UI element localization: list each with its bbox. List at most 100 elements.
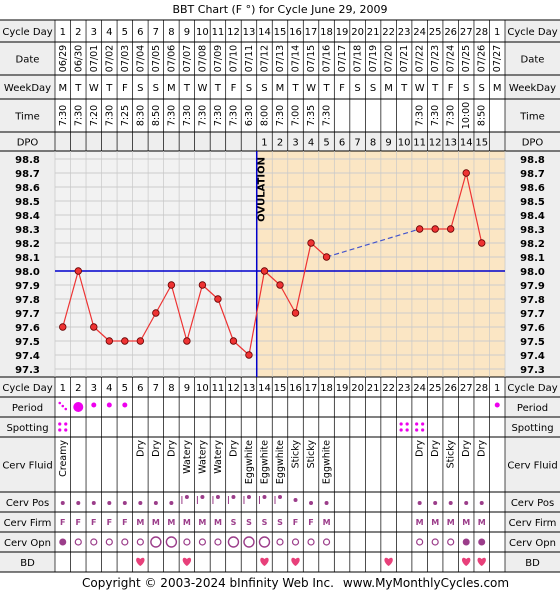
cerv-opn-icon [165, 536, 178, 548]
temp-line-segment [465, 172, 483, 244]
weekday-label: S [137, 83, 143, 94]
temp-point [152, 309, 160, 317]
cerv-firm-label: F [76, 518, 81, 527]
cycle-day: 8 [168, 27, 174, 38]
y-tick-label-right: 97.8 [520, 295, 545, 306]
time-label: 7:30 [104, 105, 115, 126]
temp-point [245, 351, 253, 359]
row-label-left: DPO [17, 138, 39, 149]
dpo-label: 1 [261, 138, 267, 149]
cerv-firm-label: M [431, 518, 439, 527]
cerv-pos-icon [200, 495, 205, 499]
cerv-firm-label: F [308, 518, 313, 527]
temp-point [105, 337, 114, 345]
temp-point [307, 239, 315, 247]
cerv-pos-icon [60, 501, 65, 505]
temp-point [90, 323, 98, 331]
cerv-opn-icon [322, 538, 331, 546]
temp-line-segment [186, 284, 203, 342]
cerv-fluid-label: Watery [197, 440, 208, 474]
cycle-day: 17 [305, 383, 318, 394]
dpo-label: 3 [292, 138, 298, 149]
cerv-opn-icon [431, 538, 439, 546]
dpo-row-bg [55, 132, 505, 151]
row-label-left: Time [14, 112, 39, 123]
spotting-icon [64, 428, 68, 432]
time-label: 7:30 [73, 105, 84, 126]
y-tick-label-right: 97.3 [520, 365, 545, 376]
cycle-day: 21 [367, 27, 380, 38]
bd-heart-icon [260, 557, 269, 566]
cycle-day: 16 [289, 27, 302, 38]
cerv-pos-icon [138, 501, 143, 505]
temp-point [415, 225, 424, 233]
spotting-icon [421, 428, 425, 432]
cerv-pos-icon [293, 498, 298, 502]
row-label-right: DPO [522, 138, 544, 149]
weekday-label: F [122, 83, 128, 94]
row-label-right: Cerv Firm [509, 518, 557, 529]
cycle-day: 27 [460, 383, 473, 394]
cerv-firm-label: M [447, 518, 455, 527]
cycle-day: 15 [274, 27, 287, 38]
cerv-opn-icon [447, 538, 455, 546]
row-label-right: Cerv Pos [511, 498, 554, 509]
temp-line-segment [170, 284, 188, 342]
weekday-label: W [306, 83, 316, 94]
cerv-opn-icon [121, 538, 129, 546]
time-label: 8:30 [135, 105, 146, 126]
weekday-label: M [58, 83, 67, 94]
dpo-label: 7 [354, 138, 360, 149]
cycle-day: 23 [398, 383, 411, 394]
y-tick-label-left: 98.8 [15, 155, 40, 166]
temp-gap-line [326, 228, 420, 258]
cycle-day: 5 [122, 383, 128, 394]
cycle-day: 3 [91, 27, 97, 38]
y-tick-label-right: 98.4 [520, 211, 545, 222]
date-label: 07/05 [151, 45, 162, 72]
cerv-pos-icon [76, 501, 81, 505]
cycle-day: 20 [351, 27, 364, 38]
right-label-column [505, 20, 560, 572]
weekday-label: M [493, 83, 502, 94]
cerv-firm-label: F [122, 518, 127, 527]
spotting-icon [399, 422, 403, 426]
cerv-firm-label: S [231, 518, 237, 527]
temp-point [291, 309, 300, 317]
time-label: 7:30 [197, 105, 208, 126]
cycle-day: 26 [444, 383, 457, 394]
weekday-label: W [89, 83, 99, 94]
cycle-day: 12 [227, 383, 240, 394]
cerv-opn-icon [59, 538, 67, 546]
y-tick-label-left: 97.4 [15, 351, 40, 362]
spotting-icon [421, 422, 425, 426]
footer-site-link[interactable]: www.MyMonthlyCycles.com [343, 576, 509, 590]
date-label: 07/16 [322, 45, 333, 72]
weekday-label: W [197, 83, 207, 94]
y-tick-label-left: 98.5 [15, 197, 40, 208]
time-label: 7:30 [446, 105, 457, 126]
y-tick-label-left: 97.5 [15, 337, 40, 348]
weekday-label: S [479, 83, 485, 94]
time-label: 7:30 [213, 105, 224, 126]
dpo-label: 2 [277, 138, 283, 149]
weekday-label: F [448, 83, 454, 94]
cycle-day: 26 [444, 27, 457, 38]
y-tick-label-right: 97.4 [520, 351, 545, 362]
dpo-label: 12 [429, 138, 442, 149]
temp-point [322, 253, 331, 261]
date-label: 07/17 [337, 45, 348, 72]
chart-rows: Cycle Day Cycle Day Date Date WeekDay WeekDay… [2, 27, 557, 569]
cycle-day: 24 [413, 27, 426, 38]
cerv-fluid-label: Eggwhite [244, 440, 255, 484]
y-tick-label-right: 98.2 [520, 239, 545, 250]
spotting-icon [399, 428, 403, 432]
cycle-day: 25 [429, 27, 442, 38]
temperature-plot: OVULATION [55, 151, 505, 377]
weekday-label: T [183, 83, 191, 94]
y-tick-label-left: 98.0 [15, 267, 40, 278]
temp-point [198, 281, 207, 289]
time-label: 7:00 [291, 105, 302, 126]
cerv-firm-label: M [198, 518, 206, 527]
weekday-label: M [384, 83, 393, 94]
